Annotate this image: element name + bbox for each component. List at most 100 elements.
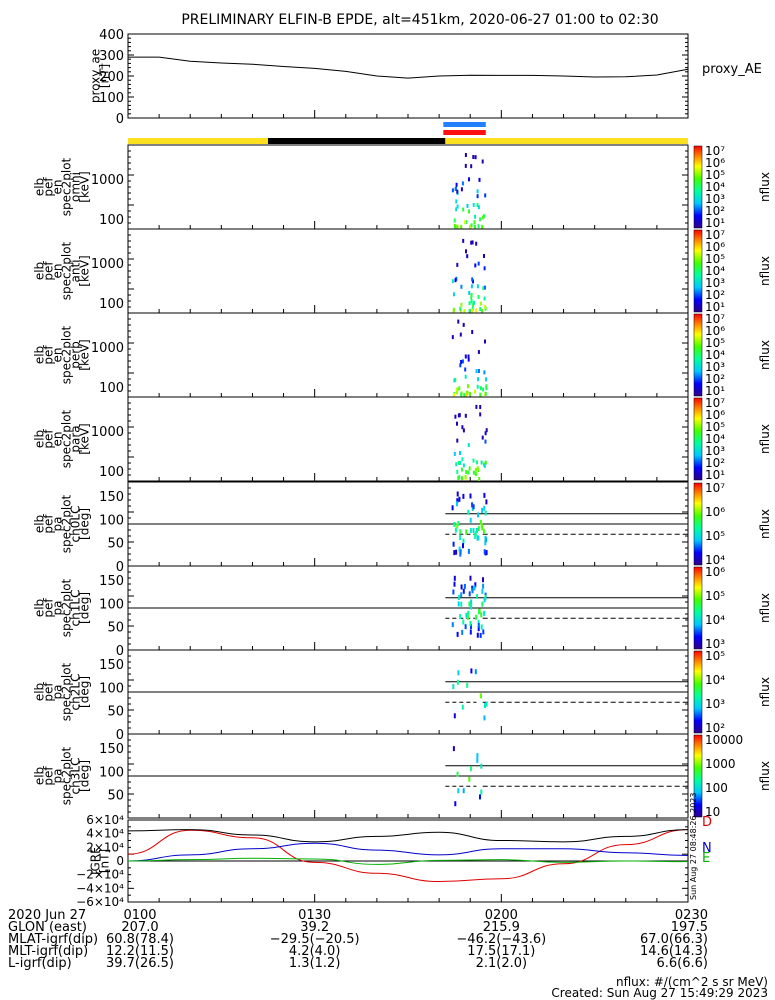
spectrogram-cell [483,266,486,271]
phase-bar-yellow [445,138,688,144]
spectrogram-cell [474,534,477,539]
colorbar-tick-label: 10³ [705,697,725,711]
spectrogram-cell [453,575,456,581]
spectrogram-cell [467,509,470,515]
spectrogram-cell [474,531,477,537]
y-axis-label-line: pa [51,601,65,616]
spectrogram-cell [453,713,456,719]
spectrogram-cell [468,466,471,471]
colorbar-tick-label: 10⁶ [705,505,725,519]
colorbar [693,145,703,229]
spectrogram-panel-frame [127,144,689,230]
spectrogram-cell [477,512,479,518]
spectrogram-cell [485,384,488,389]
colorbar-tick-label: 10⁴ [705,432,725,446]
spectrogram-cell [463,309,466,313]
spectrogram-cell [459,614,462,620]
spectrogram-cell [471,588,474,594]
spectrogram-cell [468,776,471,782]
spectrogram-cell [484,285,486,290]
spectrogram-cell [482,583,485,589]
spectrogram-cell [471,240,474,245]
spectrogram-cell [459,306,462,311]
y-axis-label-line: IGRF [89,847,103,875]
y-axis-label-line: omni [69,172,83,202]
colorbar-tick-label: 10⁵ [705,252,725,266]
spectrogram-cell [457,670,460,676]
y-axis-label-line: ch1LC [69,590,83,627]
y-axis-label-line: [keV] [78,423,92,454]
footer-value: 12.2(11.5) [106,944,174,959]
spectrogram-cell [456,262,459,267]
spectrogram-cell [455,501,458,507]
spectrogram-cell [485,701,488,707]
spectrogram-cell [462,543,464,549]
colorbar [693,397,703,481]
y-axis-label-line: elb [33,430,47,448]
colorbar-label: nflux [758,256,772,286]
footer-row-label: 2020 Jun 27 [8,908,86,923]
spectrogram-cell [485,550,488,556]
spectrogram-cell [469,493,472,499]
spectrogram-cell [466,203,469,208]
spectrogram-cell [469,575,472,581]
colorbar [693,650,703,734]
spectrogram-cell [485,499,488,505]
spectrogram-cell [484,391,487,396]
igrf-legend-D: D [702,815,712,830]
spectrogram-cell [457,601,460,607]
spectrogram-cell [482,577,484,583]
spectrogram-cell [481,224,484,229]
y-axis-label-line: pa [51,769,65,784]
spectrogram-cell [478,477,481,481]
spectrogram-cell [456,523,459,529]
y-axis-label-line: spec2plot [60,325,74,384]
y-axis-label-line: spec2plot [60,494,74,553]
igrf-stamp: Sun Aug 27 08:48:26 2023 [689,793,698,900]
spectrogram-cell [461,467,463,472]
spectrogram-cell [462,238,465,243]
spectrogram-cell [457,460,460,465]
spectrogram-cell [452,746,455,752]
science-zone-bar-blue [443,122,486,127]
y-axis-label-line: elb [33,515,47,533]
spectrogram-cell [477,626,480,632]
spectrogram-cell [480,386,482,391]
y-tick-label: 4×10⁴ [86,827,124,841]
spectrogram-cell [468,591,471,597]
colorbar-tick-label: 10⁶ [705,565,725,579]
spectrogram-cell [485,377,488,382]
y-tick-label: 100 [99,765,124,780]
spectrogram-cell [464,163,467,168]
spectrogram-cell [469,629,472,635]
spectrogram-cell [474,263,477,268]
y-tick-label: 50 [107,621,124,636]
spectrogram-cell [476,758,479,763]
y-axis-label-line: pa [51,685,65,700]
spectrogram-cell [484,540,487,546]
spectrogram-cell [458,386,461,391]
colorbar [693,734,703,818]
y-axis-label-line: elb [33,346,47,364]
y-tick-label: −4×10⁴ [76,881,124,895]
spectrogram-cell [476,203,479,207]
spectrogram-cell [459,551,462,557]
spectrogram-cell [462,538,465,544]
spectrogram-cell [456,438,459,443]
colorbar-tick-label: 10¹ [705,384,725,398]
spectrogram-cell [461,425,464,430]
spectrogram-cell [484,193,487,198]
spectrogram-cell [472,470,475,475]
spectrogram-cell [471,277,474,282]
spectrogram-cell [476,194,479,199]
y-axis-label-line: [deg] [78,592,92,624]
spectrogram-cell [463,393,466,397]
colorbar-label: nflux [758,593,772,623]
spectrogram-cell [455,390,458,395]
y-axis-label-line: spec2plot [60,157,74,216]
y-tick-label: 0 [116,854,124,868]
figure-title: PRELIMINARY ELFIN-B EPDE, alt=451km, 202… [181,12,658,28]
colorbar-tick-label: 10⁷ [705,144,725,158]
spectrogram-cell [460,592,463,598]
igrf-legend-N: N [702,841,712,856]
